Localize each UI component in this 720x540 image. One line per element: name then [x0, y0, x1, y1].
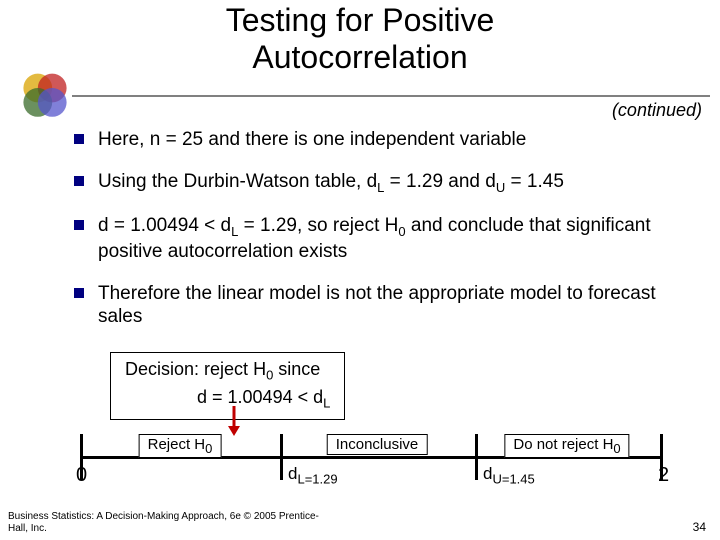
list-item: Therefore the linear model is not the ap…: [74, 282, 700, 330]
decision-verdict: reject H0 since: [204, 359, 320, 379]
horizontal-rule: [72, 95, 710, 97]
slide-title: Testing for Positive Autocorrelation: [0, 0, 720, 76]
axis-value: dU=1.45: [483, 464, 535, 486]
region-label: Do not reject H0: [504, 434, 629, 458]
page-number: 34: [693, 520, 706, 534]
number-line: 0dL=1.29dU=1.452Reject H0InconclusiveDo …: [80, 434, 660, 504]
footer-citation: Business Statistics: A Decision-Making A…: [8, 511, 328, 534]
list-item: Here, n = 25 and there is one independen…: [74, 128, 700, 152]
axis-tick: [475, 434, 478, 480]
axis-tick: [280, 434, 283, 480]
axis-value: 2: [658, 464, 669, 487]
axis-value: dL=1.29: [288, 464, 338, 486]
region-label: Reject H0: [139, 434, 222, 458]
bullet-list: Here, n = 25 and there is one independen…: [74, 128, 700, 347]
axis-value: 0: [76, 464, 87, 487]
title-line2: Autocorrelation: [252, 39, 467, 75]
region-label: Inconclusive: [327, 434, 428, 455]
venn-logo: [18, 70, 72, 124]
decision-label: Decision:: [125, 359, 199, 379]
down-arrow-icon: [226, 406, 242, 436]
title-line1: Testing for Positive: [226, 2, 495, 38]
list-item: Using the Durbin-Watson table, dL = 1.29…: [74, 170, 700, 196]
continued-label: (continued): [612, 100, 702, 121]
list-item: d = 1.00494 < dL = 1.29, so reject H0 an…: [74, 214, 700, 264]
